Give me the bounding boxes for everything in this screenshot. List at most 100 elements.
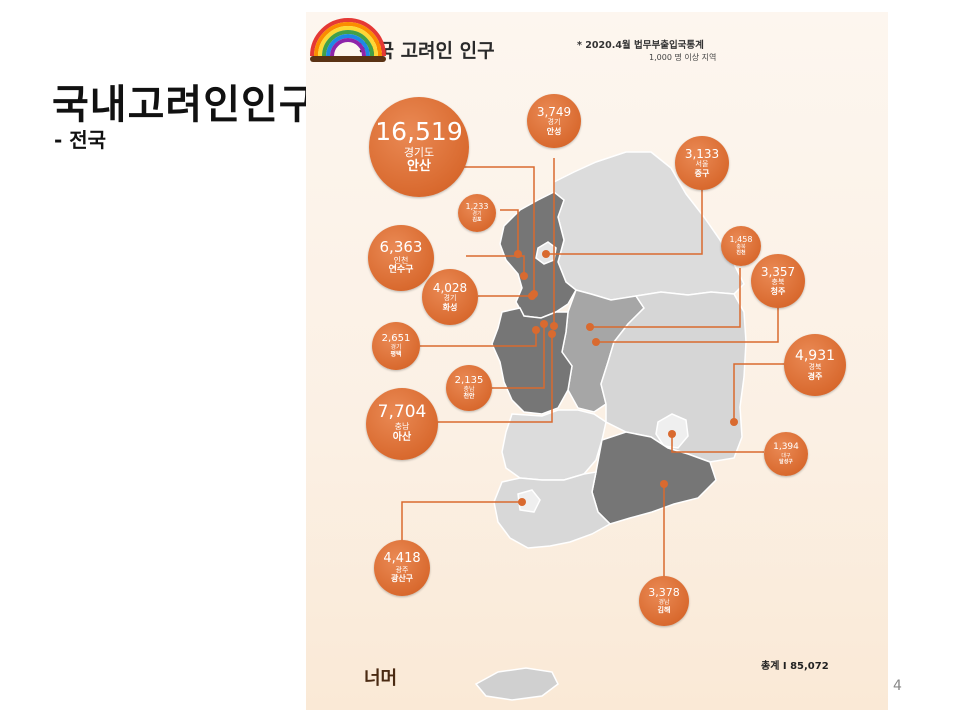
source-note: * 2020.4월 법무부출입국통계 (577, 40, 704, 51)
dot-gyeongju (730, 418, 738, 426)
bubble-city: 안산 (407, 158, 431, 174)
bubble-value: 4,028 (432, 280, 468, 295)
dot-cheongju (592, 338, 600, 346)
dot-junggu (542, 250, 550, 258)
bubble-value: 3,749 (536, 104, 572, 119)
bubble-city: 중구 (694, 168, 710, 178)
slide-subtitle: - 전국 (54, 128, 107, 152)
region-jeju (474, 667, 559, 701)
bubble-city: 김해 (657, 606, 671, 615)
bubble-value: 1,394 (773, 442, 799, 453)
bubble-ansan: 16,519 경기도 안산 (369, 97, 469, 197)
bubble-anseong: 3,749 경기 안성 (527, 94, 581, 148)
bubble-province: 서울 (695, 160, 709, 169)
bubble-city: 달성구 (779, 458, 793, 465)
bubble-province: 광주 (395, 565, 409, 574)
bubble-province: 경기 (390, 344, 402, 352)
bubble-cheonan: 2,135 충남 천안 (446, 365, 492, 411)
korea-map (401, 151, 788, 701)
bubble-province: 대구 (781, 452, 791, 459)
bubble-city: 경주 (807, 371, 823, 381)
bubble-province: 경기 (472, 211, 482, 218)
dot-yeonsu (520, 272, 528, 280)
bubble-junggu: 3,133 서울 중구 (675, 136, 729, 190)
leader-line-cheongju (596, 306, 779, 343)
leader-line-cheonan (492, 324, 545, 389)
bubble-city: 진천 (736, 250, 746, 257)
leader-line-asan (436, 334, 553, 423)
rainbow-logo-icon (310, 18, 386, 62)
bubble-gwangsan: 4,418 광주 광산구 (374, 540, 430, 596)
bubble-province: 경기도 (403, 145, 435, 159)
bubble-city: 김포 (472, 217, 482, 224)
bubble-province: 충남 (463, 386, 475, 394)
bubble-jincheon: 1,458 충북 진천 (721, 226, 761, 266)
bubble-value: 16,519 (375, 117, 463, 147)
leader-line-pyeongtaek (420, 330, 537, 347)
dot-dalseong (668, 430, 676, 438)
bubble-province: 충남 (394, 422, 410, 432)
logo-text: 너머 (364, 668, 398, 689)
bubble-city: 안성 (546, 126, 562, 136)
bubble-value: 4,418 (383, 551, 421, 567)
bubble-province: 인천 (393, 255, 409, 265)
bubble-gyeongju: 4,931 경북 경주 (784, 334, 846, 396)
leader-lines (401, 158, 788, 577)
dot-gimhae (660, 480, 668, 488)
dot-asan (548, 330, 556, 338)
infographic-title: 전국 고려인 인구 (359, 40, 495, 62)
bubble-value: 3,357 (760, 264, 796, 279)
bubble-value: 4,931 (794, 347, 836, 364)
dot-gwangsan (518, 498, 526, 506)
population-infographic: 전국 고려인 인구 * 2020.4월 법무부출입국통계 1,000 명 이상 … (306, 12, 888, 710)
dot-gimpo (514, 250, 522, 258)
leader-line-gyeongju (733, 363, 788, 422)
bubble-value: 6,363 (379, 237, 423, 256)
dot-anseong (550, 322, 558, 330)
bubble-city: 천안 (463, 393, 475, 401)
bubble-asan: 7,704 충남 아산 (366, 388, 438, 460)
leader-line-jincheon (590, 268, 741, 328)
region-gwangju (517, 489, 541, 513)
bubble-province: 충북 (736, 244, 746, 251)
source-sub-note: 1,000 명 이상 지역 (649, 53, 717, 62)
leader-line-yeonsu (466, 255, 525, 276)
total-count: 총계 I 85,072 (761, 661, 829, 672)
leader-line-junggu (546, 188, 703, 255)
dot-hwaseong (528, 292, 536, 300)
region-jeonnam (493, 471, 612, 549)
bubble-dalseong: 1,394 대구 달성구 (764, 432, 808, 476)
bubble-city: 아산 (392, 431, 412, 443)
bubble-city: 평택 (390, 351, 402, 359)
bubble-value: 7,704 (377, 402, 427, 423)
leader-line-ansan (461, 166, 535, 294)
bubble-city: 광산구 (390, 574, 414, 584)
bubble-yeonsu: 6,363 인천 연수구 (368, 225, 434, 291)
bubble-province: 경기 (443, 294, 457, 303)
bubble-province: 경남 (658, 598, 670, 606)
leader-line-gimpo (500, 209, 519, 254)
bubble-hwaseong: 4,028 경기 화성 (422, 269, 478, 325)
bubble-province: 충북 (771, 278, 785, 287)
bubble-pyeongtaek: 2,651 경기 평택 (372, 322, 420, 370)
bubble-gimhae: 3,378 경남 김해 (639, 576, 689, 626)
bubble-value: 3,378 (648, 586, 680, 600)
bubble-province: 경북 (808, 363, 822, 372)
bubble-city: 화성 (442, 302, 458, 312)
region-jeonbuk (501, 409, 607, 481)
dot-pyeongtaek (532, 326, 540, 334)
dot-jincheon (586, 323, 594, 331)
bubble-value: 2,651 (381, 332, 411, 344)
bubble-value: 1,233 (465, 201, 489, 211)
location-dots (514, 250, 738, 506)
region-chungnam (491, 307, 573, 415)
bubble-city: 청주 (770, 286, 786, 296)
leader-line-dalseong (671, 434, 764, 453)
dot-cheonan (540, 320, 548, 328)
bubble-gimpo: 1,233 경기 김포 (458, 194, 496, 232)
bubble-cheongju: 3,357 충북 청주 (751, 254, 805, 308)
bubble-value: 2,135 (454, 374, 484, 386)
bubble-value: 1,458 (729, 234, 753, 244)
bubble-value: 3,133 (684, 146, 720, 161)
slide-title: 국내고려인인구 (52, 82, 317, 128)
